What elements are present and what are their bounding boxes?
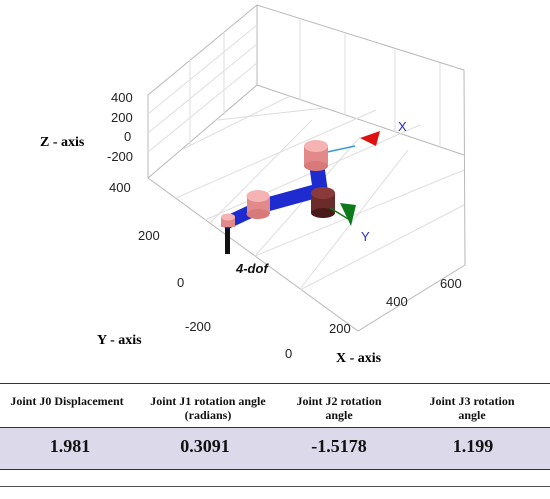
header-j0: Joint J0 Displacement [10, 394, 124, 408]
joint-values-table: Joint J0 Displacement Joint J1 rotation … [0, 383, 550, 499]
robot-label: 4-dof [235, 261, 269, 276]
y-tick: 400 [109, 180, 131, 195]
z-tick: 200 [111, 110, 133, 125]
frame-y-label: Y [361, 229, 370, 244]
z-tick: -200 [107, 149, 133, 164]
frame-y-arrow [340, 203, 356, 226]
x-tick: 400 [386, 294, 408, 309]
joint-cylinder-0 [221, 213, 235, 227]
value-j3: 1.199 [452, 436, 494, 456]
value-j1: 0.3091 [180, 436, 230, 456]
robot-arm [221, 131, 380, 229]
y-tick: 0 [177, 275, 184, 290]
joint-cylinder-3 [311, 187, 335, 218]
table-value-row: 1.981 0.3091 -1.5178 1.199 [0, 427, 550, 470]
table-bottom-rule [0, 486, 550, 487]
x-tick: 200 [329, 321, 351, 336]
x-tick: 600 [440, 276, 462, 291]
y-tick: 200 [138, 228, 160, 243]
z-tick: 400 [111, 90, 133, 105]
header-j1: Joint J1 rotation angle (radians) [150, 394, 266, 422]
frame-x-arrow [360, 131, 380, 146]
x-tick: 0 [285, 346, 292, 361]
table-header-row: Joint J0 Displacement Joint J1 rotation … [0, 383, 550, 434]
joint-cylinder-1 [246, 190, 270, 219]
y-tick: -200 [185, 319, 211, 334]
header-j3: Joint J3 rotation angle [429, 394, 515, 422]
frame-y-line [329, 207, 351, 221]
header-j2: Joint J2 rotation angle [296, 394, 382, 422]
value-j2: -1.5178 [311, 436, 367, 456]
joint-cylinder-2 [304, 140, 328, 171]
z-tick: 0 [124, 129, 131, 144]
plot-box [147, 4, 466, 332]
y-axis-label: Y - axis [97, 333, 142, 348]
robot-base-post [225, 224, 230, 254]
x-axis-label: X - axis [336, 351, 382, 366]
value-j0: 1.981 [49, 436, 91, 456]
robot-3d-plot: Z - axis Y - axis X - axis 400 200 0 -20… [40, 4, 466, 366]
frame-x-label: X [398, 119, 407, 134]
z-axis-label: Z - axis [40, 135, 85, 150]
robot-plot-panel: Z - axis Y - axis X - axis 400 200 0 -20… [40, 4, 466, 366]
